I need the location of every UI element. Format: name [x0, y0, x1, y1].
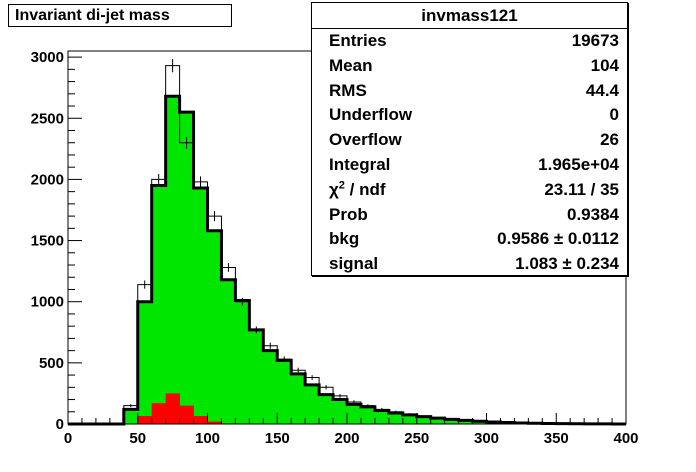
stats-label: χ2 / ndf	[329, 178, 386, 203]
background-bar	[249, 329, 264, 424]
stats-row-mean: Mean 104	[312, 54, 627, 79]
stats-value: 0.9586 ± 0.0112	[497, 229, 619, 249]
background-bar	[319, 394, 334, 424]
stats-row-overflow: Overflow 26	[312, 128, 627, 153]
x-tick-label: 100	[195, 430, 220, 447]
signal-bar	[207, 421, 222, 424]
background-bar	[333, 399, 348, 424]
stats-row-rms: RMS 44.4	[312, 79, 627, 104]
x-tick-label: 300	[474, 430, 499, 447]
y-tick-label: 0	[56, 416, 64, 433]
background-bar	[165, 96, 180, 425]
stats-row-bkg: bkg 0.9586 ± 0.0112	[312, 227, 627, 252]
x-tick-label: 350	[544, 430, 569, 447]
signal-bar	[151, 403, 167, 424]
background-bar	[137, 301, 153, 424]
stats-label: RMS	[329, 80, 367, 100]
chi-symbol: χ	[329, 179, 339, 199]
signal-bar	[179, 405, 194, 424]
data-histogram-line	[68, 65, 626, 425]
background-bar	[360, 406, 376, 424]
background-bar	[207, 230, 222, 424]
stats-label: Overflow	[329, 130, 402, 150]
background-bar	[444, 419, 459, 424]
stats-value: 0	[609, 105, 619, 125]
signal-bar	[137, 416, 153, 424]
background-bar	[291, 373, 306, 424]
background-bar	[179, 112, 194, 425]
background-bar	[374, 410, 390, 424]
background-bar	[347, 404, 362, 424]
stats-value: 23.11 / 35	[544, 179, 619, 199]
x-tick-label: 400	[613, 430, 638, 447]
background-bar	[430, 418, 446, 424]
x-tick-label: 150	[265, 430, 290, 447]
y-tick-label: 2000	[31, 171, 64, 188]
background-bar	[388, 412, 404, 424]
stats-label: bkg	[329, 229, 360, 249]
stats-row-prob: Prob 0.9384	[312, 203, 627, 228]
histogram-title: Invariant di-jet mass	[8, 4, 232, 27]
background-bar	[402, 414, 418, 424]
background-bar	[263, 350, 278, 424]
stats-row-integral: Integral 1.965e+04	[312, 153, 627, 178]
stats-row-signal: signal 1.083 ± 0.234	[312, 252, 627, 277]
stats-box: invmass121 Entries 19673 Mean 104 RMS 44…	[311, 2, 628, 276]
x-tick-label: 0	[64, 430, 72, 447]
stats-label: signal	[329, 254, 379, 274]
signal-bar	[193, 416, 208, 424]
stats-value: 104	[590, 55, 619, 75]
stats-row-underflow: Underflow 0	[312, 103, 627, 128]
stats-value: 0.9384	[567, 204, 619, 224]
background-bar	[277, 360, 292, 424]
stats-value: 1.965e+04	[538, 154, 619, 174]
background-bar	[151, 185, 167, 424]
histogram-fills	[123, 96, 613, 425]
y-tick-label: 2500	[31, 110, 64, 127]
stats-label: Prob	[329, 204, 368, 224]
stats-label: Underflow	[329, 105, 413, 125]
stats-value: 26	[600, 130, 619, 150]
background-bar	[458, 420, 473, 424]
axes: 0 50 100 150 200 250 300 350 400 0 500 1000 1500 2000…	[31, 49, 639, 447]
stats-row-entries: Entries 19673	[312, 29, 627, 54]
y-tick-label: 1000	[31, 294, 64, 311]
y-tick-label: 1500	[31, 233, 64, 250]
background-bar	[416, 416, 432, 424]
stats-value: 44.4	[585, 80, 619, 100]
stats-label: Entries	[329, 31, 387, 50]
stats-label: Mean	[329, 55, 373, 75]
stats-value: 19673	[571, 31, 619, 50]
background-bar	[193, 187, 208, 424]
x-tick-label: 50	[129, 430, 146, 447]
y-tick-label: 3000	[31, 49, 64, 66]
background-bar	[123, 409, 139, 424]
background-bar	[221, 279, 236, 424]
signal-bar	[165, 393, 180, 424]
chi-superscript: 2	[338, 179, 345, 192]
x-tick-label: 250	[404, 430, 429, 447]
stats-label: Integral	[329, 154, 391, 174]
stats-value: 1.083 ± 0.234	[515, 254, 619, 274]
stats-name: invmass121	[312, 3, 627, 29]
background-bar	[235, 300, 250, 424]
ndf-suffix: / ndf	[344, 179, 386, 199]
x-tick-label: 200	[334, 430, 359, 447]
y-tick-label: 500	[39, 355, 64, 372]
stats-row-chi2: χ2 / ndf 23.11 / 35	[312, 178, 627, 203]
background-bar	[305, 384, 320, 424]
